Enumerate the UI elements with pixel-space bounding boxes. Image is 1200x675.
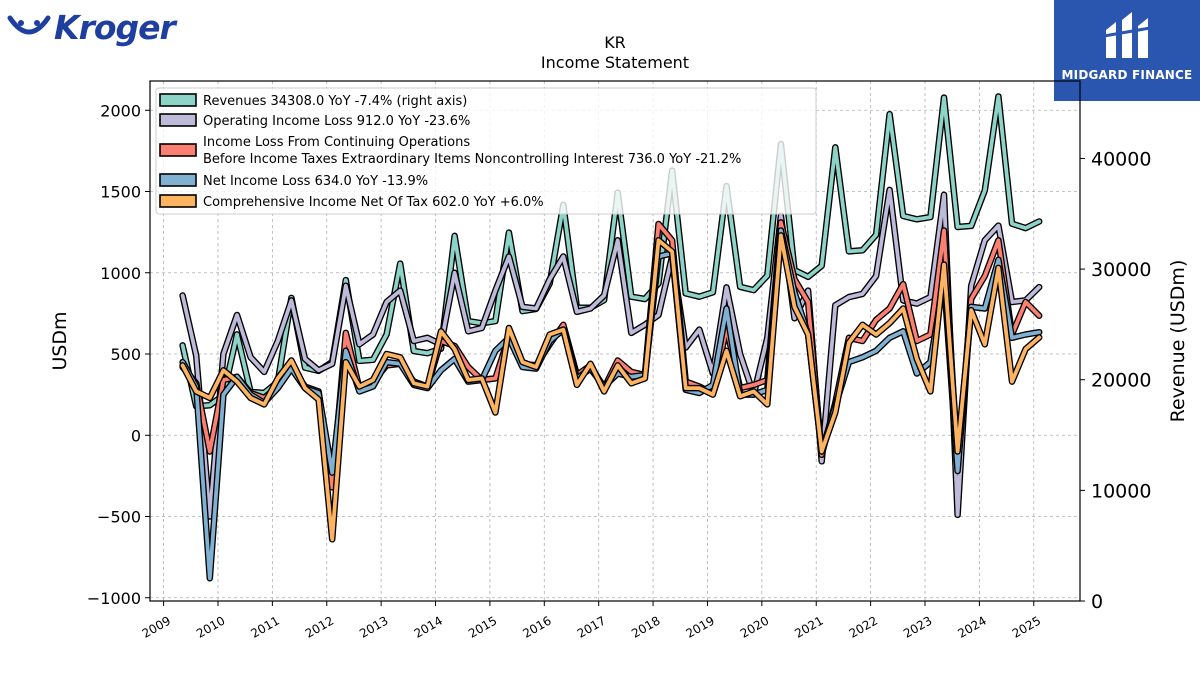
x-tick-label: 2025: [1010, 613, 1043, 640]
x-tick-label: 2019: [684, 613, 717, 640]
legend-label: Comprehensive Income Net Of Tax 602.0 Yo…: [203, 195, 544, 210]
x-tick-label: 2010: [194, 613, 227, 640]
y-tick-label-left: 1000: [100, 264, 141, 283]
legend-swatch: [159, 113, 197, 127]
legend-swatch: [159, 194, 197, 208]
x-tick-label: 2024: [955, 613, 988, 640]
y-tick-label-right: 40000: [1091, 148, 1151, 170]
y-tick-label-right: 20000: [1091, 370, 1151, 392]
series-4: [179, 232, 1043, 543]
y-tick-label-right: 0: [1091, 591, 1103, 613]
x-tick-label: 2018: [629, 613, 662, 640]
y-axis-label-right: Revenue (USDm): [1167, 260, 1189, 423]
series-line: [180, 187, 1042, 519]
legend: Revenues 34308.0 YoY -7.4% (right axis) O…: [155, 87, 817, 215]
y-axis-label-left: USDm: [49, 311, 71, 370]
x-tick-label: 2009: [140, 613, 173, 640]
kroger-logo: Kroger: [6, 4, 176, 54]
series-line: [180, 228, 1042, 581]
midgard-emblem-icon: [1103, 12, 1151, 58]
legend-swatch: [159, 93, 197, 107]
kroger-smile-icon: [7, 15, 51, 35]
x-tick-label: 2016: [520, 613, 553, 640]
legend-label: Before Income Taxes Extraordinary Items …: [203, 152, 741, 167]
legend-label: Net Income Loss 634.0 YoY -13.9%: [203, 174, 428, 189]
x-tick-label: 2023: [901, 613, 934, 640]
x-tick-label: 2022: [847, 613, 880, 640]
series-lines: [179, 93, 1043, 582]
x-tick-label: 2021: [792, 613, 825, 640]
x-tick-label: 2014: [412, 613, 445, 640]
x-tick-label: 2012: [303, 613, 336, 640]
y-tick-label-left: 500: [110, 345, 141, 364]
y-tick-label-left: −500: [97, 508, 141, 527]
x-tick-label: 2017: [575, 613, 608, 640]
y-tick-label-right: 10000: [1091, 480, 1151, 502]
legend-label: Income Loss From Continuing Operations: [203, 135, 470, 150]
x-tick-label: 2020: [738, 613, 771, 640]
y-tick-label-left: 1500: [100, 183, 141, 202]
legend-swatch: [159, 173, 197, 187]
series-line-outline: [179, 227, 1043, 582]
chart-subtitle: Income Statement: [541, 53, 689, 72]
legend-box: [155, 87, 817, 215]
kroger-wordmark: Kroger: [54, 8, 176, 47]
x-tick-label: 2011: [248, 613, 281, 640]
legend-swatch: [159, 143, 197, 157]
y-tick-label-left: 2000: [100, 101, 141, 120]
midgard-finance-logo: MIDGARD FINANCE: [1054, 0, 1200, 101]
legend-label: Operating Income Loss 912.0 YoY -23.6%: [203, 114, 470, 129]
chart-title: KR: [604, 33, 626, 52]
y-tick-label-left: 0: [131, 426, 141, 445]
series-1: [179, 186, 1043, 520]
series-line: [180, 233, 1042, 542]
plot-frame: [149, 80, 1081, 602]
y-tick-label-left: −1000: [87, 589, 141, 608]
y-tick-label-right: 30000: [1091, 259, 1151, 281]
series-3: [179, 227, 1043, 582]
x-tick-label: 2015: [466, 613, 499, 640]
midgard-finance-wordmark: MIDGARD FINANCE: [1061, 68, 1193, 82]
legend-label: Revenues 34308.0 YoY -7.4% (right axis): [203, 94, 467, 109]
x-tick-label: 2013: [357, 613, 390, 640]
